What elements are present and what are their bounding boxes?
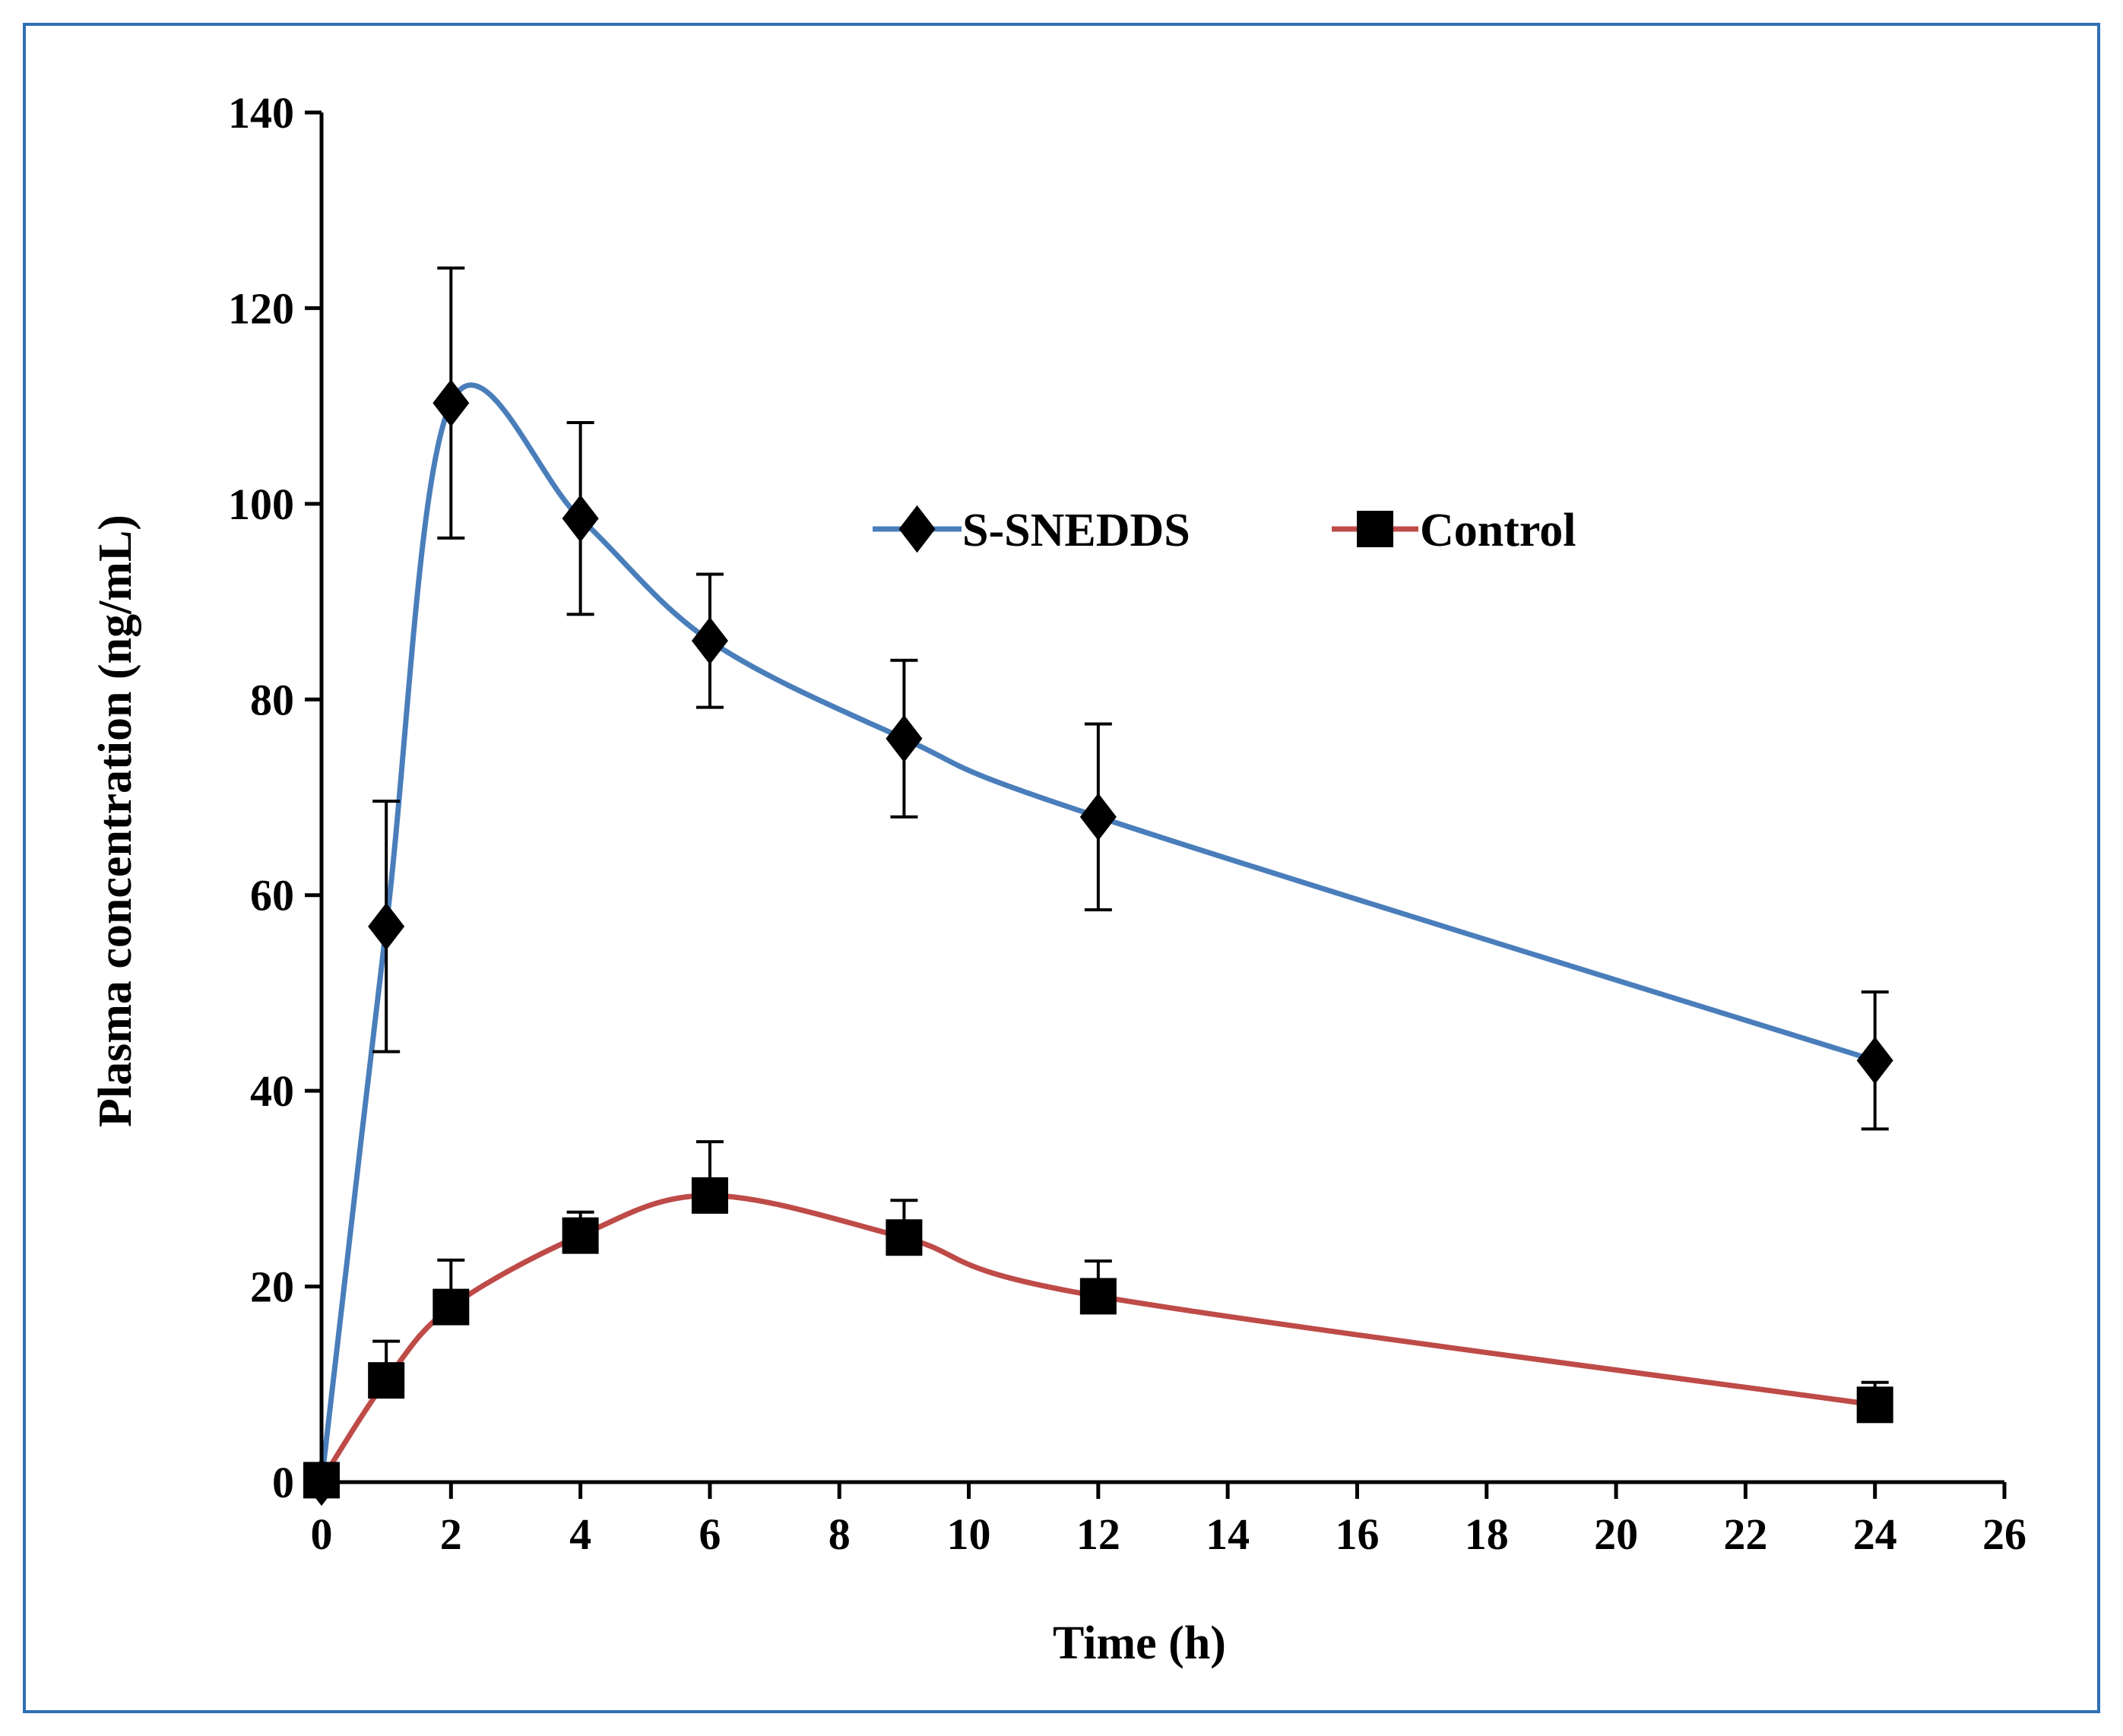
x-tick-label: 26 [1982,1509,2026,1559]
y-tick-label: 100 [228,480,294,529]
x-tick-label: 20 [1594,1509,1638,1559]
point-control-t4 [562,1217,599,1254]
error-bars [372,266,1889,1405]
point-s-snedds-t2 [433,379,470,427]
point-control-t1 [368,1362,405,1399]
series-line-control [318,1193,1878,1483]
legend-label-control: Control [1420,505,1576,556]
point-s-snedds-t6 [691,616,728,665]
x-tick-label: 12 [1076,1509,1120,1559]
x-tick-label: 18 [1465,1509,1509,1559]
y-tick-label: 20 [250,1262,294,1312]
legend-label-s-snedds: S-SNEDDS [962,505,1190,556]
x-tick-label: 8 [829,1509,851,1559]
x-tick-label: 10 [947,1509,991,1559]
legend-marker-s-snedds [898,505,936,553]
point-control-t2 [433,1288,470,1326]
x-tick-label: 6 [699,1509,721,1559]
point-s-snedds-t12 [1079,793,1117,841]
legend: S-SNEDDS Control [873,505,1576,556]
x-tick-label: 24 [1853,1509,1897,1559]
x-tick-label: 2 [440,1509,462,1559]
y-tick-label: 60 [250,871,294,920]
point-control-t9 [886,1219,923,1256]
y-tick-label: 80 [250,675,294,724]
legend-marker-control [1357,511,1393,547]
x-tick-label: 14 [1206,1509,1250,1559]
y-axis-title: Plasma concentration (ng/mL) [90,515,141,1127]
point-control-t24 [1856,1386,1893,1424]
y-tick-label: 0 [272,1458,294,1507]
point-control-t12 [1079,1278,1117,1315]
point-control-t6 [691,1177,728,1214]
y-tick-label: 40 [250,1066,294,1116]
point-s-snedds-t4 [562,494,599,543]
point-s-snedds-t24 [1856,1037,1893,1085]
x-tick-label: 22 [1723,1509,1767,1559]
chart-frame [23,23,2100,1713]
point-s-snedds-t1 [368,902,405,951]
y-tick-label: 140 [228,88,294,138]
x-tick-label: 16 [1335,1509,1379,1559]
x-tick-label: 4 [569,1509,591,1559]
x-axis-title: Time (h) [1053,1617,1226,1669]
x-tick-label: 0 [311,1509,333,1559]
y-tick-label: 120 [228,284,294,333]
point-s-snedds-t9 [886,714,923,762]
